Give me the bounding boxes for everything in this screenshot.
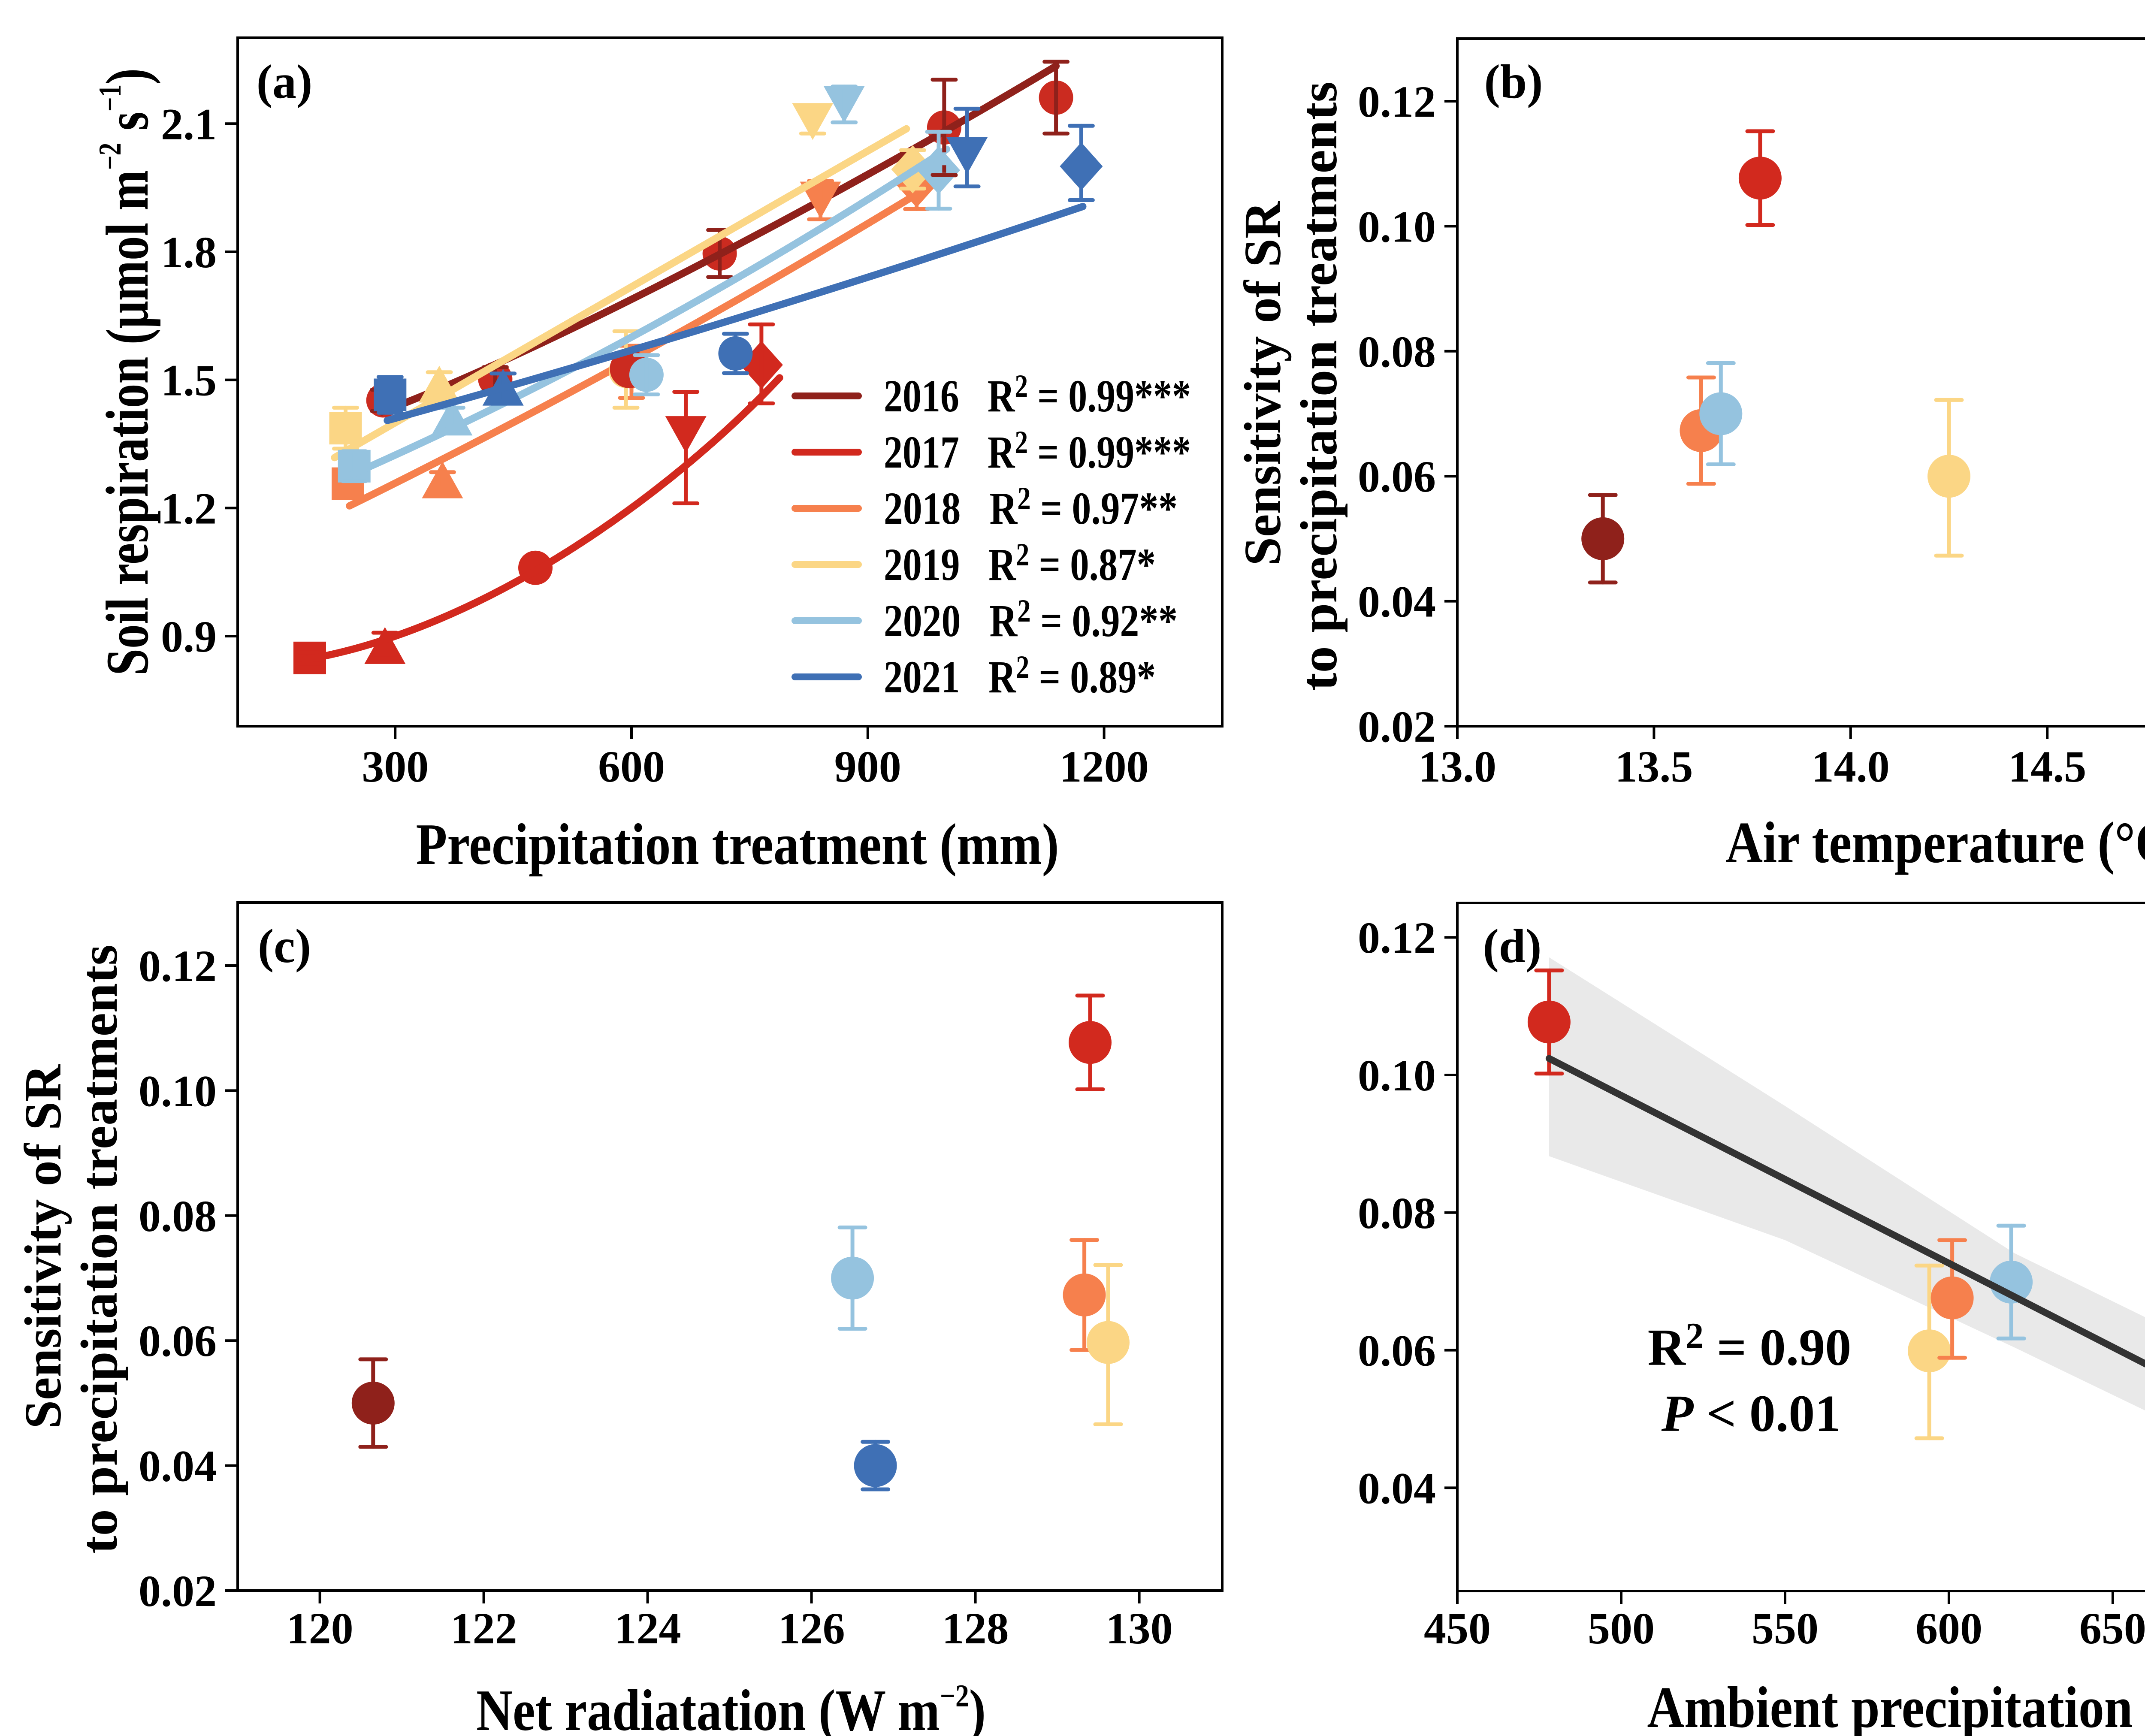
svg-text:1.2: 1.2: [161, 484, 217, 533]
svg-text:0.12: 0.12: [139, 942, 217, 991]
svg-text:0.10: 0.10: [139, 1066, 217, 1116]
svg-text:124: 124: [614, 1604, 681, 1653]
svg-text:(a): (a): [257, 55, 313, 109]
svg-text:0.12: 0.12: [1358, 913, 1436, 963]
svg-text:0.02: 0.02: [139, 1567, 217, 1616]
svg-text:0.04: 0.04: [1358, 577, 1436, 627]
svg-text:120: 120: [287, 1604, 353, 1653]
svg-text:(c): (c): [258, 920, 311, 973]
svg-text:2018 R2 = 0.97**: 2018 R2 = 0.97**: [884, 481, 1178, 534]
svg-text:2020 R2 = 0.92**: 2020 R2 = 0.92**: [884, 593, 1178, 646]
svg-text:0.9: 0.9: [161, 612, 217, 661]
svg-text:550: 550: [1752, 1604, 1819, 1653]
svg-text:2016 R2 = 0.99***: 2016 R2 = 0.99***: [884, 368, 1191, 422]
svg-text:R2 = 0.90: R2 = 0.90: [1648, 1316, 1852, 1377]
svg-text:to precipitation treatments: to precipitation treatments: [70, 945, 128, 1554]
svg-text:0.06: 0.06: [139, 1316, 217, 1366]
svg-text:14.5: 14.5: [2008, 742, 2086, 791]
svg-text:14.0: 14.0: [1812, 742, 1890, 791]
svg-text:500: 500: [1588, 1604, 1655, 1653]
svg-text:900: 900: [834, 742, 901, 791]
svg-text:450: 450: [1424, 1604, 1491, 1653]
svg-text:Ambient precipitation (mm): Ambient precipitation (mm): [1647, 1675, 2145, 1736]
svg-text:2017 R2 = 0.99***: 2017 R2 = 0.99***: [884, 425, 1191, 478]
svg-text:1.5: 1.5: [161, 356, 217, 405]
svg-text:600: 600: [1915, 1604, 1982, 1653]
svg-text:(d): (d): [1483, 920, 1542, 973]
svg-text:300: 300: [362, 742, 429, 791]
svg-text:126: 126: [778, 1604, 845, 1653]
svg-text:0.02: 0.02: [1358, 702, 1436, 752]
svg-text:to precipitation treatments: to precipitation treatments: [1290, 82, 1348, 691]
svg-text:13.0: 13.0: [1418, 742, 1496, 791]
svg-text:130: 130: [1106, 1604, 1173, 1653]
svg-text:13.5: 13.5: [1615, 742, 1693, 791]
svg-text:2021 R2 = 0.89*: 2021 R2 = 0.89*: [884, 649, 1156, 703]
svg-text:Sensitivity of SR: Sensitivity of SR: [14, 1063, 72, 1429]
svg-text:P < 0.01: P < 0.01: [1661, 1385, 1841, 1443]
svg-text:2.1: 2.1: [161, 100, 217, 149]
svg-text:0.08: 0.08: [139, 1192, 217, 1241]
svg-text:Air temperature (°C): Air temperature (°C): [1726, 810, 2145, 875]
svg-text:600: 600: [598, 742, 665, 791]
svg-text:128: 128: [942, 1604, 1009, 1653]
svg-text:122: 122: [450, 1604, 517, 1653]
svg-text:(b): (b): [1484, 55, 1543, 109]
svg-text:650: 650: [2079, 1604, 2145, 1653]
svg-text:0.06: 0.06: [1358, 452, 1436, 501]
svg-text:0.04: 0.04: [1358, 1464, 1436, 1513]
svg-text:Sensitivity of SR: Sensitivity of SR: [1234, 200, 1292, 566]
svg-text:Net radiatation (W m−2): Net radiatation (W m−2): [476, 1678, 986, 1736]
svg-text:0.10: 0.10: [1358, 202, 1436, 251]
svg-text:0.10: 0.10: [1358, 1051, 1436, 1100]
svg-text:2019 R2 = 0.87*: 2019 R2 = 0.87*: [884, 537, 1156, 590]
svg-text:0.08: 0.08: [1358, 1189, 1436, 1238]
svg-text:0.06: 0.06: [1358, 1326, 1436, 1376]
svg-text:1200: 1200: [1060, 742, 1149, 791]
svg-text:1.8: 1.8: [161, 228, 217, 277]
svg-text:0.08: 0.08: [1358, 327, 1436, 377]
svg-text:0.12: 0.12: [1358, 77, 1436, 127]
svg-text:Precipitation treatment (mm): Precipitation treatment (mm): [416, 812, 1059, 877]
svg-text:0.04: 0.04: [139, 1442, 217, 1491]
